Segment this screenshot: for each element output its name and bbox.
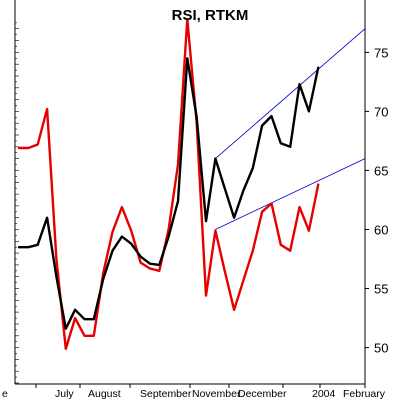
right-tick-label: 75 [374,45,388,60]
x-tick-label: e [2,388,8,400]
chart-title: RSI, RTKM [172,7,249,24]
series-line [17,18,320,350]
series-lines [17,18,320,350]
right-axis-ticks: 50 55 60 65 70 75 [365,45,388,356]
right-tick-label: 70 [374,104,388,119]
x-tick-label: September [140,388,192,400]
series-line [17,57,320,330]
left-minor-ticks [15,22,19,384]
trendline [215,158,366,230]
x-tick-label: December [238,388,287,400]
x-tick-label: November [192,388,241,400]
x-tick-label: August [88,388,121,400]
x-tick-label: February [343,388,386,400]
right-tick-label: 50 [374,341,388,356]
right-tick-label: 65 [374,163,388,178]
x-tick-label: July [55,388,74,400]
right-tick-label: 60 [374,223,388,238]
trendlines [215,28,366,230]
trendline [215,28,366,159]
x-tick-label: 2004 [312,388,336,400]
right-tick-label: 55 [374,282,388,297]
